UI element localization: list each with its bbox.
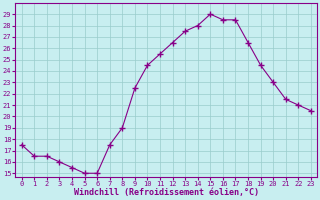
X-axis label: Windchill (Refroidissement éolien,°C): Windchill (Refroidissement éolien,°C) — [74, 188, 259, 197]
